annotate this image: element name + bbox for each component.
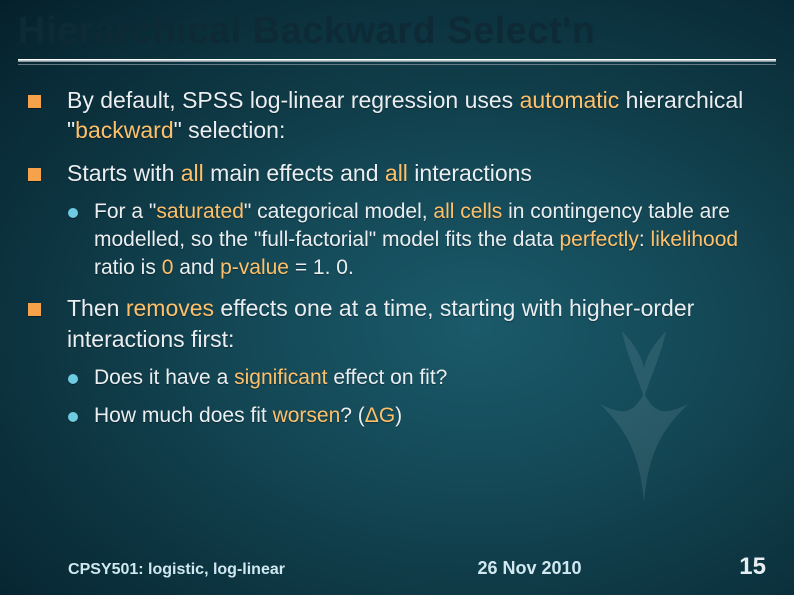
emphasis-text: 0: [162, 256, 174, 279]
text-frag: How much does fit: [94, 404, 273, 427]
bullet-2-text: Starts with all main effects and all int…: [67, 158, 766, 188]
emphasis-text: backward: [75, 117, 173, 143]
footer-course: CPSY501: logistic, log-linear: [0, 561, 353, 579]
bullet-3: Then removes effects one at a time, star…: [28, 293, 766, 354]
bullet-1-text: By default, SPSS log-linear regression u…: [67, 85, 766, 146]
sub-bullet-1: For a "saturated" categorical model, all…: [28, 198, 766, 281]
footer-page-number: 15: [706, 553, 766, 581]
emphasis-text: all cells: [433, 200, 502, 223]
title-subrule: [18, 64, 776, 65]
title-block: Hierarchical Backward Select'n: [0, 0, 794, 69]
bullet-1: By default, SPSS log-linear regression u…: [28, 85, 766, 146]
text-frag: ? (: [340, 404, 365, 427]
text-frag: interactions: [408, 160, 532, 186]
text-frag: ratio is: [94, 256, 162, 279]
emphasis-text: perfectly: [559, 228, 638, 251]
emphasis-text: likelihood: [651, 228, 739, 251]
emphasis-text: removes: [126, 295, 214, 321]
sub-bullet-3-text: How much does fit worsen? (ΔG): [94, 402, 766, 430]
text-frag: Then: [67, 295, 126, 321]
title-rule: [18, 59, 776, 62]
text-frag: " categorical model,: [244, 200, 434, 223]
footer: CPSY501: logistic, log-linear 26 Nov 201…: [0, 553, 794, 581]
emphasis-text: worsen: [273, 404, 341, 427]
emphasis-text: p-value: [220, 256, 289, 279]
text-frag: main effects and: [204, 160, 385, 186]
footer-date: 26 Nov 2010: [353, 558, 706, 579]
text-frag: = 1. 0.: [289, 256, 354, 279]
circle-bullet-icon: [68, 374, 78, 384]
bullet-2: Starts with all main effects and all int…: [28, 158, 766, 188]
sub-bullet-2-text: Does it have a significant effect on fit…: [94, 364, 766, 392]
square-bullet-icon: [28, 303, 41, 316]
content-area: By default, SPSS log-linear regression u…: [0, 69, 794, 429]
emphasis-text: all: [181, 160, 204, 186]
circle-bullet-icon: [68, 208, 78, 218]
text-frag: For a ": [94, 200, 156, 223]
slide-title: Hierarchical Backward Select'n: [18, 10, 776, 53]
square-bullet-icon: [28, 168, 41, 181]
emphasis-text: saturated: [156, 200, 244, 223]
text-frag: effect on fit?: [327, 366, 447, 389]
text-frag: Starts with: [67, 160, 181, 186]
text-frag: " selection:: [174, 117, 286, 143]
text-frag: ): [395, 404, 402, 427]
sub-bullet-1-text: For a "saturated" categorical model, all…: [94, 198, 766, 281]
text-frag: :: [639, 228, 651, 251]
bullet-3-text: Then removes effects one at a time, star…: [67, 293, 766, 354]
sub-bullet-3: How much does fit worsen? (ΔG): [28, 402, 766, 430]
emphasis-text: all: [385, 160, 408, 186]
text-frag: By default, SPSS log-linear regression u…: [67, 87, 520, 113]
square-bullet-icon: [28, 95, 41, 108]
emphasis-text: automatic: [520, 87, 620, 113]
circle-bullet-icon: [68, 412, 78, 422]
emphasis-text: ΔG: [365, 404, 395, 427]
text-frag: Does it have a: [94, 366, 234, 389]
text-frag: and: [173, 256, 220, 279]
sub-bullet-2: Does it have a significant effect on fit…: [28, 364, 766, 392]
emphasis-text: significant: [234, 366, 327, 389]
slide: Hierarchical Backward Select'n By defaul…: [0, 0, 794, 595]
